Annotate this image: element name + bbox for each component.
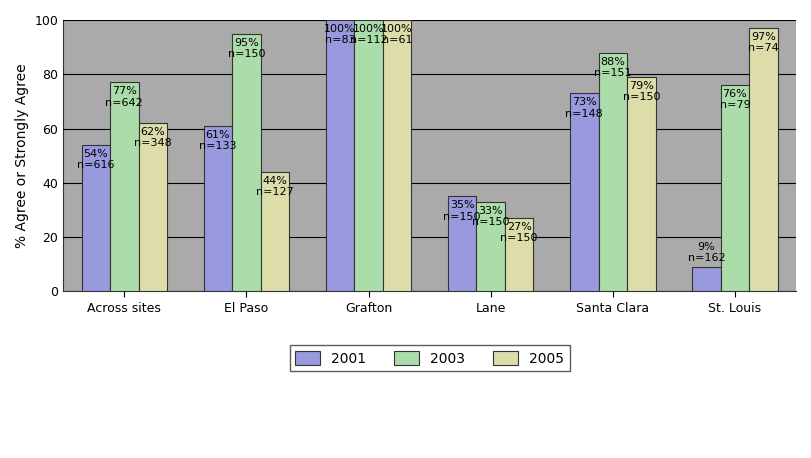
Text: 61%
n=133: 61% n=133 [200, 130, 237, 151]
Text: 44%
n=127: 44% n=127 [256, 176, 294, 197]
Bar [110, 82, 139, 291]
Bar [749, 28, 778, 291]
Text: 88%
n=151: 88% n=151 [594, 57, 632, 78]
Bar [139, 123, 167, 291]
Bar [232, 33, 260, 291]
Bar [693, 267, 721, 291]
Text: 76%
n=79: 76% n=79 [719, 89, 750, 110]
Text: 9%
n=162: 9% n=162 [688, 242, 725, 263]
Text: 62%
n=348: 62% n=348 [134, 127, 172, 148]
Text: 33%
n=150: 33% n=150 [472, 206, 509, 227]
Text: 97%
n=74: 97% n=74 [748, 32, 779, 54]
Bar [448, 196, 476, 291]
Bar [476, 202, 505, 291]
Text: 100%
n=112: 100% n=112 [350, 24, 388, 45]
Text: 27%
n=150: 27% n=150 [500, 222, 538, 243]
Text: 79%
n=150: 79% n=150 [623, 81, 660, 102]
Bar [82, 145, 110, 291]
Text: 100%
n=61: 100% n=61 [381, 24, 413, 45]
Bar [721, 85, 749, 291]
Bar [354, 20, 383, 291]
Y-axis label: % Agree or Strongly Agree: % Agree or Strongly Agree [15, 63, 29, 248]
Text: 54%
n=616: 54% n=616 [77, 149, 114, 170]
Text: 95%
n=150: 95% n=150 [228, 38, 265, 59]
Legend: 2001, 2003, 2005: 2001, 2003, 2005 [290, 345, 569, 371]
Bar [204, 126, 232, 291]
Bar [627, 77, 655, 291]
Text: 77%
n=642: 77% n=642 [105, 87, 144, 108]
Bar [326, 20, 354, 291]
Bar [383, 20, 411, 291]
Bar [505, 218, 534, 291]
Text: 35%
n=150: 35% n=150 [444, 201, 481, 222]
Text: 100%
n=83: 100% n=83 [324, 24, 356, 45]
Bar [599, 53, 627, 291]
Bar [570, 93, 599, 291]
Text: 73%
n=148: 73% n=148 [565, 97, 603, 119]
Bar [260, 172, 290, 291]
